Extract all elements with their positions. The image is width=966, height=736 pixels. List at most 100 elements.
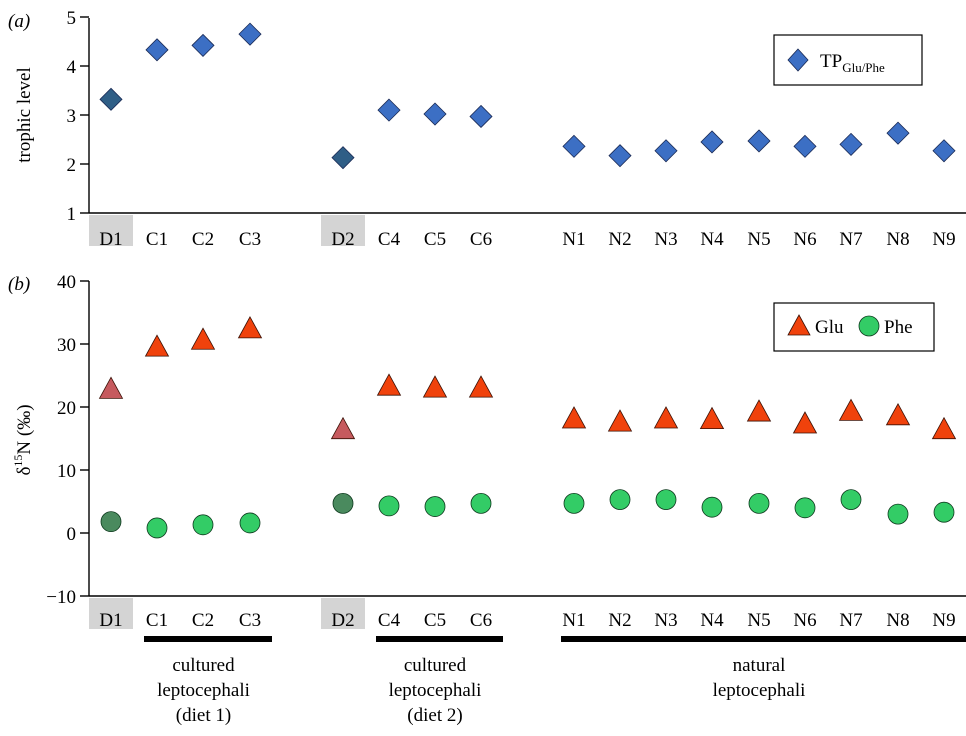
x-tick-label: N6 — [793, 610, 816, 631]
phe-point — [100, 511, 122, 533]
tp-point — [191, 33, 215, 57]
group-bar — [561, 636, 966, 642]
x-tick-label: N5 — [747, 229, 770, 250]
panel-a-legend: TPGlu/Phe — [773, 34, 923, 86]
phe-point — [609, 489, 631, 511]
panel-a-points — [99, 22, 956, 170]
group-label-line: leptocephali — [713, 680, 806, 701]
x-tick-label: D1 — [99, 229, 122, 250]
y-tick-label: 4 — [67, 57, 77, 78]
phe-point — [239, 512, 261, 534]
panel-b-legend-triangle-marker — [787, 314, 811, 336]
tp-point — [423, 102, 447, 126]
glu-point — [746, 399, 772, 422]
diet-label-highlight — [89, 598, 133, 629]
glu-point — [931, 416, 957, 440]
panel-a-x-tick-labels: D1 C1 C2 C3 D2 C4 C5 C6 N1 N2 N3 N4 N5 N6 N7 N8 N9 — [89, 215, 956, 250]
ylabel-rest: N (‰) — [14, 404, 35, 454]
y-tick-label: 30 — [57, 335, 76, 356]
x-tick-label: N2 — [608, 229, 631, 250]
glu-point — [190, 327, 216, 350]
tp-point — [839, 132, 863, 156]
glu-point — [607, 409, 633, 432]
x-tick-label: N2 — [608, 610, 631, 631]
tp-point — [377, 98, 401, 122]
panel-b-group-labels: cultured leptocephali (diet 1) cultured lept… — [144, 636, 966, 726]
diet-label-highlight — [321, 215, 365, 246]
x-tick-label: C4 — [378, 610, 401, 631]
phe-point — [470, 492, 492, 514]
x-tick-label: C2 — [192, 229, 214, 250]
y-tick-label: −10 — [46, 587, 76, 608]
x-tick-label: N5 — [747, 610, 770, 631]
x-tick-label: N7 — [839, 229, 862, 250]
group-label-line: cultured — [404, 655, 467, 676]
group-bar — [144, 636, 272, 642]
y-tick-label: 10 — [57, 461, 76, 482]
glu-point — [885, 402, 911, 426]
x-tick-label: C1 — [146, 610, 168, 631]
y-tick-label: 40 — [57, 272, 76, 293]
glu-point — [653, 406, 679, 429]
group-label-line: (diet 1) — [176, 705, 231, 726]
tp-point — [99, 87, 123, 111]
tp-point — [331, 146, 355, 170]
panel-b-y-axis-label: δ15N (‰) — [11, 404, 35, 475]
x-tick-label: C5 — [424, 610, 446, 631]
x-tick-label: C1 — [146, 229, 168, 250]
y-tick-label: 5 — [67, 8, 77, 29]
x-tick-label: D2 — [331, 610, 354, 631]
glu-point — [98, 376, 124, 399]
group-label-line: leptocephali — [157, 680, 250, 701]
panel-a-legend-diamond-marker — [787, 48, 809, 72]
glu-point — [376, 373, 402, 396]
x-tick-label: N9 — [932, 610, 955, 631]
x-tick-label: N3 — [654, 610, 677, 631]
glu-point — [468, 375, 494, 398]
panel-a-legend-label: TPGlu/Phe — [820, 51, 885, 75]
x-tick-label: N1 — [562, 610, 585, 631]
legend-tp-text: TP — [820, 51, 842, 72]
ylabel-superscript: 15 — [11, 455, 25, 467]
glu-point — [144, 334, 170, 357]
panel-b-legend-circle-marker — [858, 315, 880, 337]
group-bar — [376, 636, 503, 642]
legend-tp-subscript: Glu/Phe — [842, 60, 885, 75]
panel-b-points — [98, 316, 957, 539]
x-tick-label: D2 — [331, 229, 354, 250]
x-tick-label: C2 — [192, 610, 214, 631]
group-label-line: (diet 2) — [407, 705, 462, 726]
phe-point — [887, 503, 909, 525]
phe-point — [933, 501, 955, 523]
glu-point — [792, 411, 818, 434]
legend-phe-label: Phe — [884, 317, 913, 338]
panel-a-y-axis-label: trophic level — [14, 67, 35, 163]
x-tick-label: C5 — [424, 229, 446, 250]
phe-point — [424, 496, 446, 517]
y-tick-label: 1 — [67, 204, 77, 225]
panel-b-y-ticks: −10 0 10 20 30 40 — [46, 272, 89, 608]
x-tick-label: N4 — [700, 610, 724, 631]
panel-b-label: (b) — [8, 274, 30, 295]
legend-glu-label: Glu — [815, 317, 844, 338]
x-tick-label: N8 — [886, 610, 909, 631]
phe-point — [655, 489, 677, 511]
y-tick-label: 3 — [67, 106, 77, 127]
tp-point — [793, 134, 817, 158]
glu-point — [422, 375, 448, 398]
tp-point — [654, 139, 678, 163]
phe-point — [794, 497, 816, 519]
tp-point — [886, 121, 910, 145]
x-tick-label: D1 — [99, 610, 122, 631]
x-tick-label: C4 — [378, 229, 401, 250]
y-tick-label: 20 — [57, 398, 76, 419]
phe-point — [748, 492, 770, 514]
glu-point — [699, 406, 725, 430]
glu-point — [561, 406, 587, 429]
x-tick-label: N3 — [654, 229, 677, 250]
glu-point — [838, 398, 864, 421]
panel-b-legend: Glu Phe — [773, 302, 935, 352]
tp-point — [238, 22, 262, 46]
x-tick-label: C6 — [470, 610, 492, 631]
phe-point — [563, 492, 585, 514]
